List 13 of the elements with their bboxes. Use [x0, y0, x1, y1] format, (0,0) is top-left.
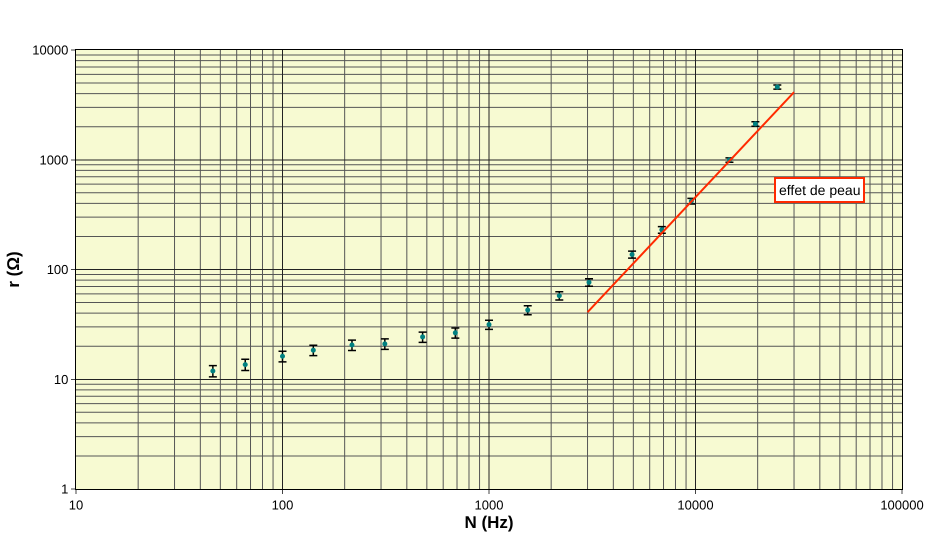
- x-tick-label: 10000: [677, 498, 714, 513]
- y-tick-label: 1000: [39, 152, 68, 168]
- y-tick-label: 10000: [32, 42, 68, 58]
- x-tick-label: 100: [272, 498, 294, 513]
- x-axis-title: N (Hz): [464, 513, 514, 532]
- x-tick-label: 10: [68, 498, 84, 513]
- y-tick-label: 100: [46, 262, 68, 278]
- x-tick-label: 1000: [474, 498, 504, 513]
- y-tick-label: 10: [54, 372, 68, 387]
- y-tick-label: 1: [61, 482, 68, 497]
- x-tick-label: 100000: [880, 498, 924, 513]
- y-axis-title: r (Ω): [4, 251, 23, 288]
- annotation: effet de peau: [779, 182, 860, 198]
